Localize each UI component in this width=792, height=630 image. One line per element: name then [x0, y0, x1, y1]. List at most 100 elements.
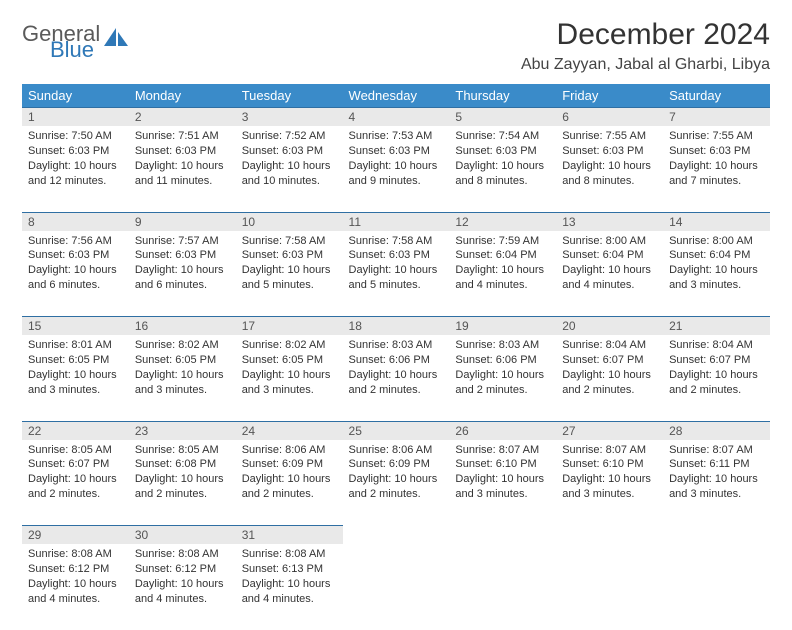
- sunset-line: Sunset: 6:08 PM: [135, 457, 230, 472]
- sunset-line: Sunset: 6:09 PM: [242, 457, 337, 472]
- daylight-line: Daylight: 10 hours and 4 minutes.: [242, 577, 337, 607]
- day-number-cell: 23: [129, 421, 236, 440]
- sunrise-line: Sunrise: 8:00 AM: [669, 234, 764, 249]
- day-number-row: 1234567: [22, 108, 770, 127]
- day-number-cell: 15: [22, 317, 129, 336]
- day-cell-body: Sunrise: 7:57 AMSunset: 6:03 PMDaylight:…: [129, 231, 236, 299]
- daylight-line: Daylight: 10 hours and 3 minutes.: [669, 472, 764, 502]
- day-number-cell: 8: [22, 212, 129, 231]
- week-row: Sunrise: 7:50 AMSunset: 6:03 PMDaylight:…: [22, 126, 770, 212]
- week-row: Sunrise: 8:01 AMSunset: 6:05 PMDaylight:…: [22, 335, 770, 421]
- day-number-cell: 11: [343, 212, 450, 231]
- sunrise-line: Sunrise: 8:05 AM: [135, 443, 230, 458]
- daylight-line: Daylight: 10 hours and 3 minutes.: [28, 368, 123, 398]
- daylight-line: Daylight: 10 hours and 4 minutes.: [135, 577, 230, 607]
- day-number-cell: 17: [236, 317, 343, 336]
- sunrise-line: Sunrise: 8:08 AM: [242, 547, 337, 562]
- day-cell: Sunrise: 7:59 AMSunset: 6:04 PMDaylight:…: [449, 231, 556, 317]
- day-cell-body: Sunrise: 8:08 AMSunset: 6:13 PMDaylight:…: [236, 544, 343, 612]
- day-number-cell: 30: [129, 526, 236, 545]
- day-cell: Sunrise: 8:03 AMSunset: 6:06 PMDaylight:…: [343, 335, 450, 421]
- day-cell-body: Sunrise: 8:07 AMSunset: 6:10 PMDaylight:…: [449, 440, 556, 508]
- day-cell: Sunrise: 8:04 AMSunset: 6:07 PMDaylight:…: [663, 335, 770, 421]
- sunset-line: Sunset: 6:03 PM: [28, 144, 123, 159]
- sunset-line: Sunset: 6:03 PM: [242, 144, 337, 159]
- week-row: Sunrise: 7:56 AMSunset: 6:03 PMDaylight:…: [22, 231, 770, 317]
- daylight-line: Daylight: 10 hours and 3 minutes.: [669, 263, 764, 293]
- day-cell: Sunrise: 8:00 AMSunset: 6:04 PMDaylight:…: [663, 231, 770, 317]
- daylight-line: Daylight: 10 hours and 5 minutes.: [242, 263, 337, 293]
- sunrise-line: Sunrise: 8:07 AM: [669, 443, 764, 458]
- title-block: December 2024 Abu Zayyan, Jabal al Gharb…: [521, 18, 770, 74]
- sunset-line: Sunset: 6:03 PM: [669, 144, 764, 159]
- day-number-cell: 18: [343, 317, 450, 336]
- sunrise-line: Sunrise: 7:58 AM: [349, 234, 444, 249]
- sunrise-line: Sunrise: 7:54 AM: [455, 129, 550, 144]
- day-number-row: 293031: [22, 526, 770, 545]
- day-number-cell: [343, 526, 450, 545]
- location-text: Abu Zayyan, Jabal al Gharbi, Libya: [521, 56, 770, 74]
- weekday-header-row: Sunday Monday Tuesday Wednesday Thursday…: [22, 84, 770, 108]
- daylight-line: Daylight: 10 hours and 2 minutes.: [669, 368, 764, 398]
- day-number-cell: 22: [22, 421, 129, 440]
- day-cell: Sunrise: 8:08 AMSunset: 6:12 PMDaylight:…: [129, 544, 236, 630]
- sunset-line: Sunset: 6:06 PM: [349, 353, 444, 368]
- daylight-line: Daylight: 10 hours and 2 minutes.: [349, 472, 444, 502]
- sunset-line: Sunset: 6:05 PM: [135, 353, 230, 368]
- sunrise-line: Sunrise: 8:06 AM: [242, 443, 337, 458]
- day-number-cell: 1: [22, 108, 129, 127]
- day-cell: Sunrise: 7:50 AMSunset: 6:03 PMDaylight:…: [22, 126, 129, 212]
- daylight-line: Daylight: 10 hours and 2 minutes.: [135, 472, 230, 502]
- day-cell-body: Sunrise: 7:58 AMSunset: 6:03 PMDaylight:…: [236, 231, 343, 299]
- sunrise-line: Sunrise: 8:02 AM: [242, 338, 337, 353]
- daylight-line: Daylight: 10 hours and 5 minutes.: [349, 263, 444, 293]
- month-title: December 2024: [521, 18, 770, 52]
- sunset-line: Sunset: 6:03 PM: [242, 248, 337, 263]
- sunset-line: Sunset: 6:12 PM: [135, 562, 230, 577]
- day-cell: Sunrise: 7:53 AMSunset: 6:03 PMDaylight:…: [343, 126, 450, 212]
- day-cell: Sunrise: 7:58 AMSunset: 6:03 PMDaylight:…: [343, 231, 450, 317]
- daylight-line: Daylight: 10 hours and 6 minutes.: [135, 263, 230, 293]
- day-cell: Sunrise: 8:08 AMSunset: 6:13 PMDaylight:…: [236, 544, 343, 630]
- sunrise-line: Sunrise: 7:58 AM: [242, 234, 337, 249]
- sunset-line: Sunset: 6:04 PM: [455, 248, 550, 263]
- sunrise-line: Sunrise: 8:03 AM: [455, 338, 550, 353]
- daylight-line: Daylight: 10 hours and 3 minutes.: [242, 368, 337, 398]
- daylight-line: Daylight: 10 hours and 4 minutes.: [455, 263, 550, 293]
- weekday-header: Monday: [129, 84, 236, 108]
- day-cell-body: Sunrise: 8:04 AMSunset: 6:07 PMDaylight:…: [663, 335, 770, 403]
- sunset-line: Sunset: 6:07 PM: [562, 353, 657, 368]
- weekday-header: Friday: [556, 84, 663, 108]
- daylight-line: Daylight: 10 hours and 9 minutes.: [349, 159, 444, 189]
- day-cell-body: Sunrise: 8:07 AMSunset: 6:11 PMDaylight:…: [663, 440, 770, 508]
- daylight-line: Daylight: 10 hours and 2 minutes.: [242, 472, 337, 502]
- daylight-line: Daylight: 10 hours and 2 minutes.: [455, 368, 550, 398]
- weekday-header: Tuesday: [236, 84, 343, 108]
- day-cell: Sunrise: 8:01 AMSunset: 6:05 PMDaylight:…: [22, 335, 129, 421]
- day-cell-body: Sunrise: 8:03 AMSunset: 6:06 PMDaylight:…: [449, 335, 556, 403]
- sunset-line: Sunset: 6:03 PM: [349, 248, 444, 263]
- sunrise-line: Sunrise: 8:06 AM: [349, 443, 444, 458]
- day-cell: Sunrise: 8:02 AMSunset: 6:05 PMDaylight:…: [236, 335, 343, 421]
- day-number-cell: 19: [449, 317, 556, 336]
- day-cell-body: Sunrise: 7:51 AMSunset: 6:03 PMDaylight:…: [129, 126, 236, 194]
- day-cell-body: Sunrise: 8:03 AMSunset: 6:06 PMDaylight:…: [343, 335, 450, 403]
- day-cell-body: Sunrise: 7:53 AMSunset: 6:03 PMDaylight:…: [343, 126, 450, 194]
- day-cell: Sunrise: 8:07 AMSunset: 6:10 PMDaylight:…: [449, 440, 556, 526]
- day-number-row: 15161718192021: [22, 317, 770, 336]
- day-cell-body: Sunrise: 7:55 AMSunset: 6:03 PMDaylight:…: [663, 126, 770, 194]
- logo-sail-icon: [104, 28, 130, 55]
- day-cell-body: Sunrise: 8:00 AMSunset: 6:04 PMDaylight:…: [663, 231, 770, 299]
- daylight-line: Daylight: 10 hours and 12 minutes.: [28, 159, 123, 189]
- day-cell-body: Sunrise: 7:50 AMSunset: 6:03 PMDaylight:…: [22, 126, 129, 194]
- sunrise-line: Sunrise: 7:50 AM: [28, 129, 123, 144]
- day-cell-body: Sunrise: 8:08 AMSunset: 6:12 PMDaylight:…: [22, 544, 129, 612]
- daylight-line: Daylight: 10 hours and 6 minutes.: [28, 263, 123, 293]
- day-cell-body: Sunrise: 7:59 AMSunset: 6:04 PMDaylight:…: [449, 231, 556, 299]
- day-cell-body: Sunrise: 7:55 AMSunset: 6:03 PMDaylight:…: [556, 126, 663, 194]
- sunrise-line: Sunrise: 8:07 AM: [455, 443, 550, 458]
- day-cell-body: Sunrise: 8:05 AMSunset: 6:07 PMDaylight:…: [22, 440, 129, 508]
- sunset-line: Sunset: 6:10 PM: [455, 457, 550, 472]
- day-number-cell: 13: [556, 212, 663, 231]
- day-number-cell: 21: [663, 317, 770, 336]
